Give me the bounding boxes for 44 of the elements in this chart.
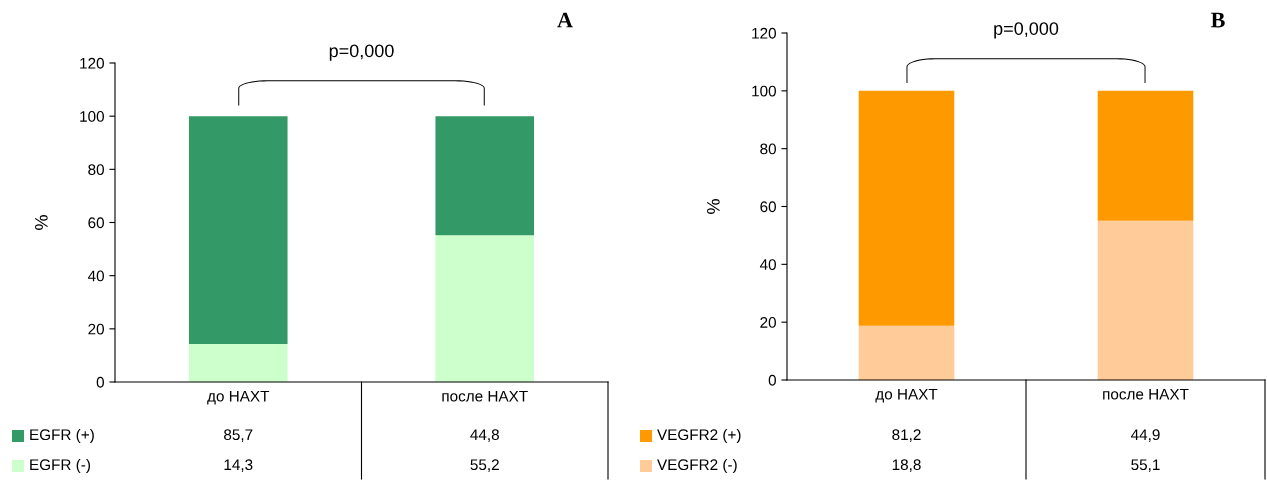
annotation: p=0,000 xyxy=(994,22,1059,39)
bar xyxy=(858,325,955,380)
y-tick-label: 20 xyxy=(760,317,776,328)
y-tick-label: 20 xyxy=(88,323,104,335)
chart-title: A xyxy=(557,12,573,28)
data-label: 81,2 xyxy=(892,429,921,442)
bar xyxy=(188,116,288,344)
y-tick-label: 60 xyxy=(760,201,776,213)
y-tick-label: 60 xyxy=(88,217,104,229)
bar xyxy=(435,116,535,236)
data-label: 85,7 xyxy=(224,429,253,442)
y-tick-label: 120 xyxy=(752,27,776,39)
y-tick-label: 0 xyxy=(768,374,776,386)
bar xyxy=(858,90,955,326)
text: p=0,000 xyxy=(329,44,394,61)
data-label: 14,3 xyxy=(224,459,253,472)
x-tick-label: после НАХТ xyxy=(442,390,528,402)
y-axis-title: % xyxy=(707,199,720,214)
x-tick-label: после НАХТ xyxy=(1103,388,1189,400)
y-tick-label: 100 xyxy=(80,111,104,122)
legend-label: EGFR (-) xyxy=(30,458,90,474)
y-tick-label: 120 xyxy=(80,57,104,69)
bar xyxy=(1097,220,1194,380)
x-tick-label: до НАХТ xyxy=(207,390,270,405)
x-tick-label: до НАХТ xyxy=(875,388,938,403)
bar xyxy=(1097,90,1194,221)
data-label: 18,8 xyxy=(892,459,921,472)
y-tick-label: 40 xyxy=(759,259,776,271)
data-label: 55,1 xyxy=(1131,459,1160,472)
y-tick-label: 80 xyxy=(88,164,104,176)
data-label: 44,8 xyxy=(470,429,499,442)
bar xyxy=(188,343,288,382)
data-label: 44,9 xyxy=(1130,429,1160,442)
y-axis-title: % xyxy=(35,215,48,230)
data-label: 55,2 xyxy=(470,459,499,472)
y-tick-label: 80 xyxy=(760,143,776,155)
bar xyxy=(435,235,535,382)
y-tick-label: 40 xyxy=(87,270,104,282)
chart-title: B xyxy=(1210,12,1225,28)
y-tick-label: 100 xyxy=(752,85,776,97)
legend-label: VEGFR2 (+) xyxy=(657,428,741,444)
legend-label: EGFR (+) xyxy=(30,428,94,444)
y-tick-label: 0 xyxy=(96,376,104,388)
legend-label: VEGFR2 (-) xyxy=(657,458,737,474)
